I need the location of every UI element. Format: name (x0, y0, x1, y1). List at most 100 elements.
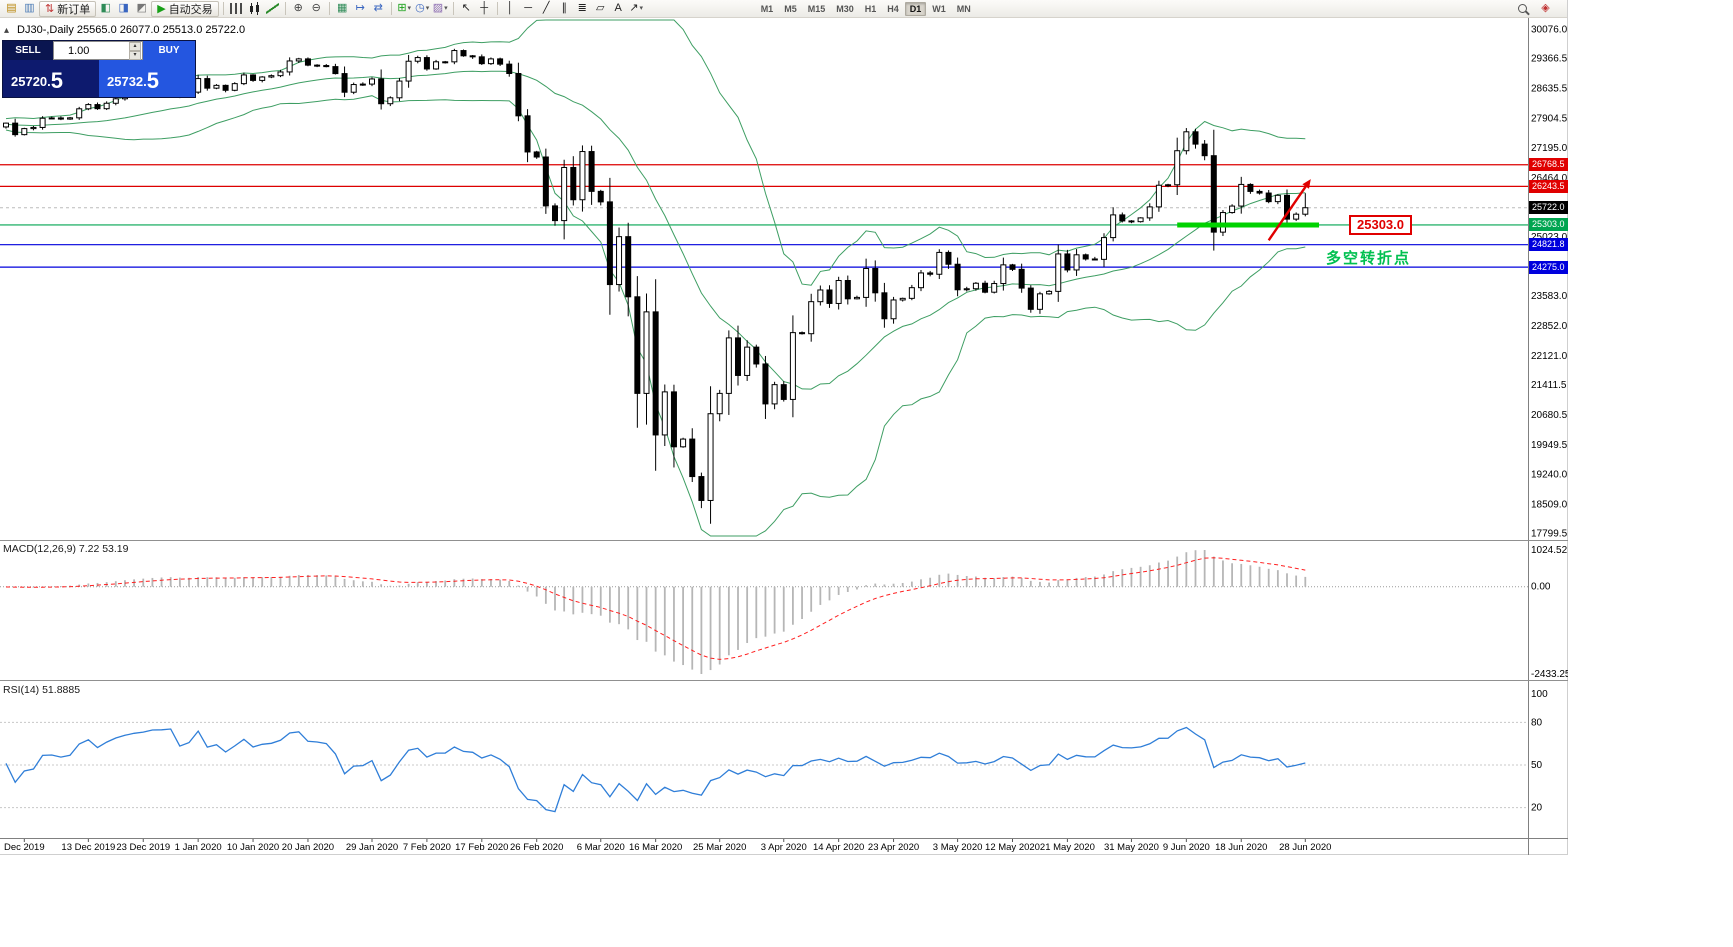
crosshair-icon[interactable]: ┼ (476, 1, 493, 16)
svg-text:31 May 2020: 31 May 2020 (1104, 842, 1159, 853)
bar-chart-icon-glyph (230, 3, 243, 14)
data-window-icon-glyph: ◨ (118, 2, 129, 14)
data-window-icon[interactable]: ◨ (115, 1, 132, 16)
toolbar-separator (452, 2, 454, 15)
auto-scroll-icon[interactable]: ↦ (352, 1, 369, 16)
svg-text:1 Jan 2020: 1 Jan 2020 (175, 842, 222, 853)
buy-arrow-annotation[interactable] (1267, 179, 1311, 241)
dropdown-arrow-icon: ▾ (407, 5, 412, 12)
new-order-button[interactable]: ⇅ 新订单 (39, 0, 97, 17)
chart-shift-icon[interactable]: ⇄ (370, 1, 387, 16)
auto-trading-button[interactable]: ▶ 自动交易 (151, 0, 219, 17)
channel-icon[interactable]: ∥ (556, 1, 573, 16)
price-level-annotation[interactable]: 25303.0 (1349, 215, 1412, 235)
bar-chart-icon[interactable] (228, 1, 245, 16)
new-order-icon: ⇅ (45, 3, 55, 15)
sell-price[interactable]: 25720. 5 (3, 60, 99, 97)
price-box-26768.5: 26768.5 (1529, 158, 1568, 172)
zoom-out-icon[interactable]: ⊖ (308, 1, 325, 16)
quotes-icon-glyph: ◈ (1541, 2, 1550, 14)
price-chart-canvas[interactable]: 30076.0 29366.5 28635.5 27904.5 27195.0 26464… (0, 18, 1568, 855)
svg-text:29366.5: 29366.5 (1531, 54, 1568, 65)
svg-text:18 Jun 2020: 18 Jun 2020 (1215, 842, 1267, 853)
text-icon[interactable]: A (610, 1, 627, 16)
mt4-terminal-window: ▤ ▥ ⇅ 新订单 ◧ ◨ ◩ ▶ 自动交易 ⊕ ⊖ ▦ ↦ ⇄ ⊞ ▾ ◷ ▾ ▨ ▾ ↖ ┼ │ ─ ╱ ∥ ≣ ▱ A ↗ ▾ M1 M5… (0, 0, 1568, 855)
macd-signal-line (5, 557, 1306, 660)
timeframe-d1-button[interactable]: D1 (904, 1, 927, 16)
toolbar-separator (284, 2, 286, 15)
timeframe-w1-button[interactable]: W1 (932, 3, 946, 14)
svg-text:Dec 2019: Dec 2019 (4, 842, 45, 853)
fibonacci-icon[interactable]: ≣ (574, 1, 591, 16)
button-label: 自动交易 (168, 3, 213, 16)
new-chart-icon[interactable]: ▤ (3, 1, 20, 16)
timeframe-m30-button[interactable]: M30 (836, 3, 854, 14)
crosshair-icon-glyph: ┼ (480, 2, 489, 14)
vertical-line-icon[interactable]: │ (502, 1, 519, 16)
volume-input[interactable]: 1.00 ▴ ▾ (53, 41, 143, 60)
svg-text:20: 20 (1531, 803, 1543, 814)
timeframe-m5-button[interactable]: M5 (784, 3, 797, 14)
timeframe-h4-button[interactable]: H4 (887, 3, 899, 14)
volume-down-button[interactable]: ▾ (129, 51, 141, 60)
cursor-icon-glyph: ↖ (461, 2, 471, 14)
new-chart-icon-glyph: ▤ (6, 2, 17, 14)
arrows-icon[interactable]: ↗ ▾ (628, 1, 645, 16)
svg-text:28 Jun 2020: 28 Jun 2020 (1279, 842, 1331, 853)
volume-up-button[interactable]: ▴ (129, 42, 141, 51)
trendline-icon[interactable]: ╱ (538, 1, 555, 16)
timeframe-group: M1 M5 M15 M30 H1 H4 D1 W1 MN (756, 1, 976, 16)
zoom-in-icon[interactable]: ⊕ (290, 1, 307, 16)
tile-windows-icon-glyph: ▦ (336, 2, 348, 14)
toolbar-right-group: ◈ (1514, 1, 1554, 16)
svg-text:22852.0: 22852.0 (1531, 321, 1568, 332)
rsi-indicator-label: RSI(14) 51.8885 (3, 684, 81, 696)
svg-text:3 Apr 2020: 3 Apr 2020 (761, 842, 807, 853)
timeframe-m1-button[interactable]: M1 (760, 3, 774, 14)
svg-text:80: 80 (1531, 717, 1543, 728)
buy-button[interactable]: BUY (143, 41, 195, 60)
timeframe-m15-button[interactable]: M15 (807, 3, 826, 14)
timeframe-mn-button[interactable]: MN (956, 3, 971, 14)
timeframe-h1-button[interactable]: H1 (864, 3, 877, 14)
candlestick-chart-icon[interactable] (246, 1, 263, 16)
svg-text:17799.5: 17799.5 (1531, 528, 1568, 539)
indicators-icon[interactable]: ⊞ ▾ (396, 1, 413, 16)
terminal-icon[interactable]: ◩ (133, 1, 150, 16)
horizontal-line-icon[interactable]: ─ (520, 1, 537, 16)
buy-price[interactable]: 25732. 5 (99, 60, 195, 97)
auto-trading-icon: ▶ (157, 3, 166, 15)
dropdown-arrow-icon: ▾ (639, 5, 644, 12)
line-chart-icon[interactable] (264, 1, 281, 16)
svg-text:19949.5: 19949.5 (1531, 440, 1568, 451)
bb-upper (5, 19, 1306, 286)
profiles-icon[interactable]: ▥ (21, 1, 38, 16)
svg-text:23583.0: 23583.0 (1531, 291, 1568, 302)
templates-icon[interactable]: ▨ ▾ (432, 1, 449, 16)
svg-text:23 Dec 2019: 23 Dec 2019 (116, 842, 170, 853)
shapes-icon-glyph: ▱ (595, 2, 605, 14)
search-symbol-icon[interactable] (1514, 1, 1531, 16)
svg-text:17 Feb 2020: 17 Feb 2020 (455, 842, 508, 853)
fibonacci-icon-glyph: ≣ (577, 2, 587, 14)
shapes-icon[interactable]: ▱ (592, 1, 609, 16)
cursor-icon[interactable]: ↖ (458, 1, 475, 16)
market-watch-icon[interactable]: ◧ (97, 1, 114, 16)
chart-title: DJ30-,Daily 25565.0 26077.0 25513.0 2572… (17, 24, 246, 36)
sell-price-pip: 5 (50, 68, 64, 93)
periods-icon-glyph: ◷ (415, 2, 425, 14)
pivot-note-annotation[interactable]: 多空转折点 (1326, 250, 1412, 267)
svg-text:27195.0: 27195.0 (1531, 143, 1568, 154)
sell-button[interactable]: SELL (3, 41, 53, 60)
svg-text:20 Jan 2020: 20 Jan 2020 (282, 842, 334, 853)
periods-icon[interactable]: ◷ ▾ (414, 1, 431, 16)
text-icon-glyph: A (614, 2, 622, 14)
svg-text:23 Apr 2020: 23 Apr 2020 (868, 842, 919, 853)
quotes-icon[interactable]: ◈ (1537, 1, 1554, 16)
price-axis-ticks: 30076.0 29366.5 28635.5 27904.5 27195.0 26464… (1531, 25, 1568, 540)
tile-windows-icon[interactable]: ▦ (334, 1, 351, 16)
toolbar-separator (496, 2, 498, 15)
time-axis[interactable]: Dec 2019 13 Dec 2019 23 Dec 2019 1 Jan 2020… (4, 839, 1331, 853)
candles-layer[interactable] (3, 48, 1309, 524)
one-click-panel-toggle[interactable]: ▴ (4, 24, 10, 36)
